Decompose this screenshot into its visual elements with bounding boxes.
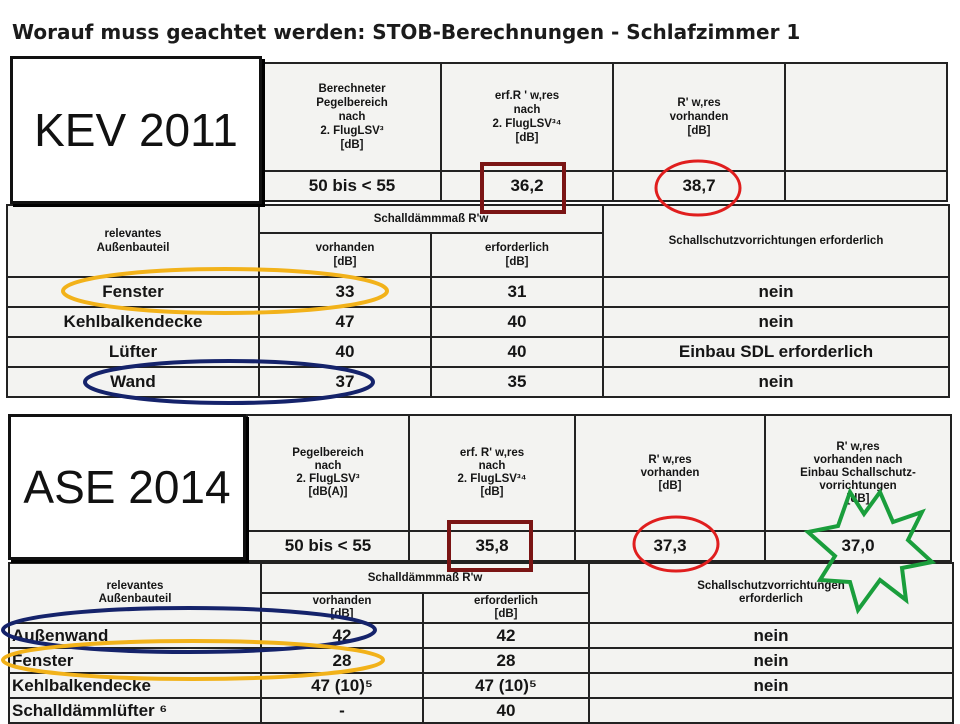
ase-row-present: 28: [260, 647, 424, 674]
ase-row-part: Schalldämmlüfter ⁶: [8, 697, 262, 724]
kev-header-present-rw: R' w,res vorhanden [dB]: [612, 62, 786, 172]
kev-parts-table: relevantes Außenbauteil Schalldämmmaß R'…: [6, 204, 950, 398]
ase-header-component: relevantes Außenbauteil: [8, 562, 262, 624]
kev-row-part: Fenster: [6, 276, 260, 308]
ase-top-table: Pegelbereich nach 2. FlugLSV³ [dB(A)] er…: [246, 414, 952, 562]
kev-row-present: 33: [258, 276, 432, 308]
ase-header-level-range: Pegelbereich nach 2. FlugLSV³ [dB(A)]: [246, 414, 410, 532]
ase-row-required: 28: [422, 647, 590, 674]
kev-header-level-range: Berechneter Pegelbereich nach 2. FlugLSV…: [262, 62, 442, 172]
ase-row-protection: nein: [588, 647, 954, 674]
ase-header-present-rw: R' w,res vorhanden [dB]: [574, 414, 766, 532]
ase-row-present: 42: [260, 622, 424, 649]
ase-row-present: -: [260, 697, 424, 724]
kev-row-required: 40: [430, 306, 604, 338]
kev-subheader-required: erforderlich [dB]: [430, 232, 604, 278]
kev-row-protection: Einbau SDL erforderlich: [602, 336, 950, 368]
ase-value-after-protection: 37,0: [764, 530, 952, 562]
ase-header-protection: Schallschutzvorrichtungen erforderlich: [588, 562, 954, 624]
ase-row-required: 42: [422, 622, 590, 649]
ase-row-part: Fenster: [8, 647, 262, 674]
kev-header-sound-insulation: Schalldämmmaß R'w: [258, 204, 604, 234]
kev-row-protection: nein: [602, 366, 950, 398]
ase-row-required: 40: [422, 697, 590, 724]
kev-row-present: 37: [258, 366, 432, 398]
kev-row-present: 40: [258, 336, 432, 368]
kev-row-present: 47: [258, 306, 432, 338]
kev-header-component: relevantes Außenbauteil: [6, 204, 260, 278]
ase-subheader-required: erforderlich [dB]: [422, 592, 590, 624]
kev-2011-label: KEV 2011: [10, 56, 262, 204]
ase-row-protection: nein: [588, 622, 954, 649]
ase-value-required-rw: 35,8: [408, 530, 576, 562]
ase-header-sound-insulation: Schalldämmmaß R'w: [260, 562, 590, 594]
kev-row-protection: nein: [602, 276, 950, 308]
kev-row-protection: nein: [602, 306, 950, 338]
kev-row-part: Lüfter: [6, 336, 260, 368]
ase-row-present: 47 (10)⁵: [260, 672, 424, 699]
kev-subheader-present: vorhanden [dB]: [258, 232, 432, 278]
kev-row-part: Wand: [6, 366, 260, 398]
ase-header-after-protection: R' w,res vorhanden nach Einbau Schallsch…: [764, 414, 952, 532]
kev-row-required: 35: [430, 366, 604, 398]
ase-2014-label: ASE 2014: [8, 414, 246, 560]
kev-value-required-rw: 36,2: [440, 170, 614, 202]
ase-row-required: 47 (10)⁵: [422, 672, 590, 699]
kev-row-part: Kehlbalkendecke: [6, 306, 260, 338]
kev-header-required-rw: erf.R ' w,res nach 2. FlugLSV³⁴ [dB]: [440, 62, 614, 172]
kev-value-empty: [784, 170, 948, 202]
ase-row-protection: nein: [588, 672, 954, 699]
kev-header-empty: [784, 62, 948, 172]
kev-value-level-range: 50 bis < 55: [262, 170, 442, 202]
ase-row-protection: [588, 697, 954, 724]
ase-value-present-rw: 37,3: [574, 530, 766, 562]
kev-header-protection: Schallschutzvorrichtungen erforderlich: [602, 204, 950, 278]
ase-row-part: Kehlbalkendecke: [8, 672, 262, 699]
ase-subheader-present: vorhanden [dB]: [260, 592, 424, 624]
slide-title: Worauf muss geachtet werden: STOB-Berech…: [12, 20, 801, 44]
ase-parts-table: relevantes Außenbauteil Schalldämmmaß R'…: [8, 562, 954, 724]
kev-row-required: 31: [430, 276, 604, 308]
kev-row-required: 40: [430, 336, 604, 368]
ase-header-required-rw: erf. R' w,res nach 2. FlugLSV³⁴ [dB]: [408, 414, 576, 532]
kev-value-present-rw: 38,7: [612, 170, 786, 202]
kev-top-table: Berechneter Pegelbereich nach 2. FlugLSV…: [262, 62, 948, 202]
ase-row-part: Außenwand: [8, 622, 262, 649]
ase-value-level-range: 50 bis < 55: [246, 530, 410, 562]
